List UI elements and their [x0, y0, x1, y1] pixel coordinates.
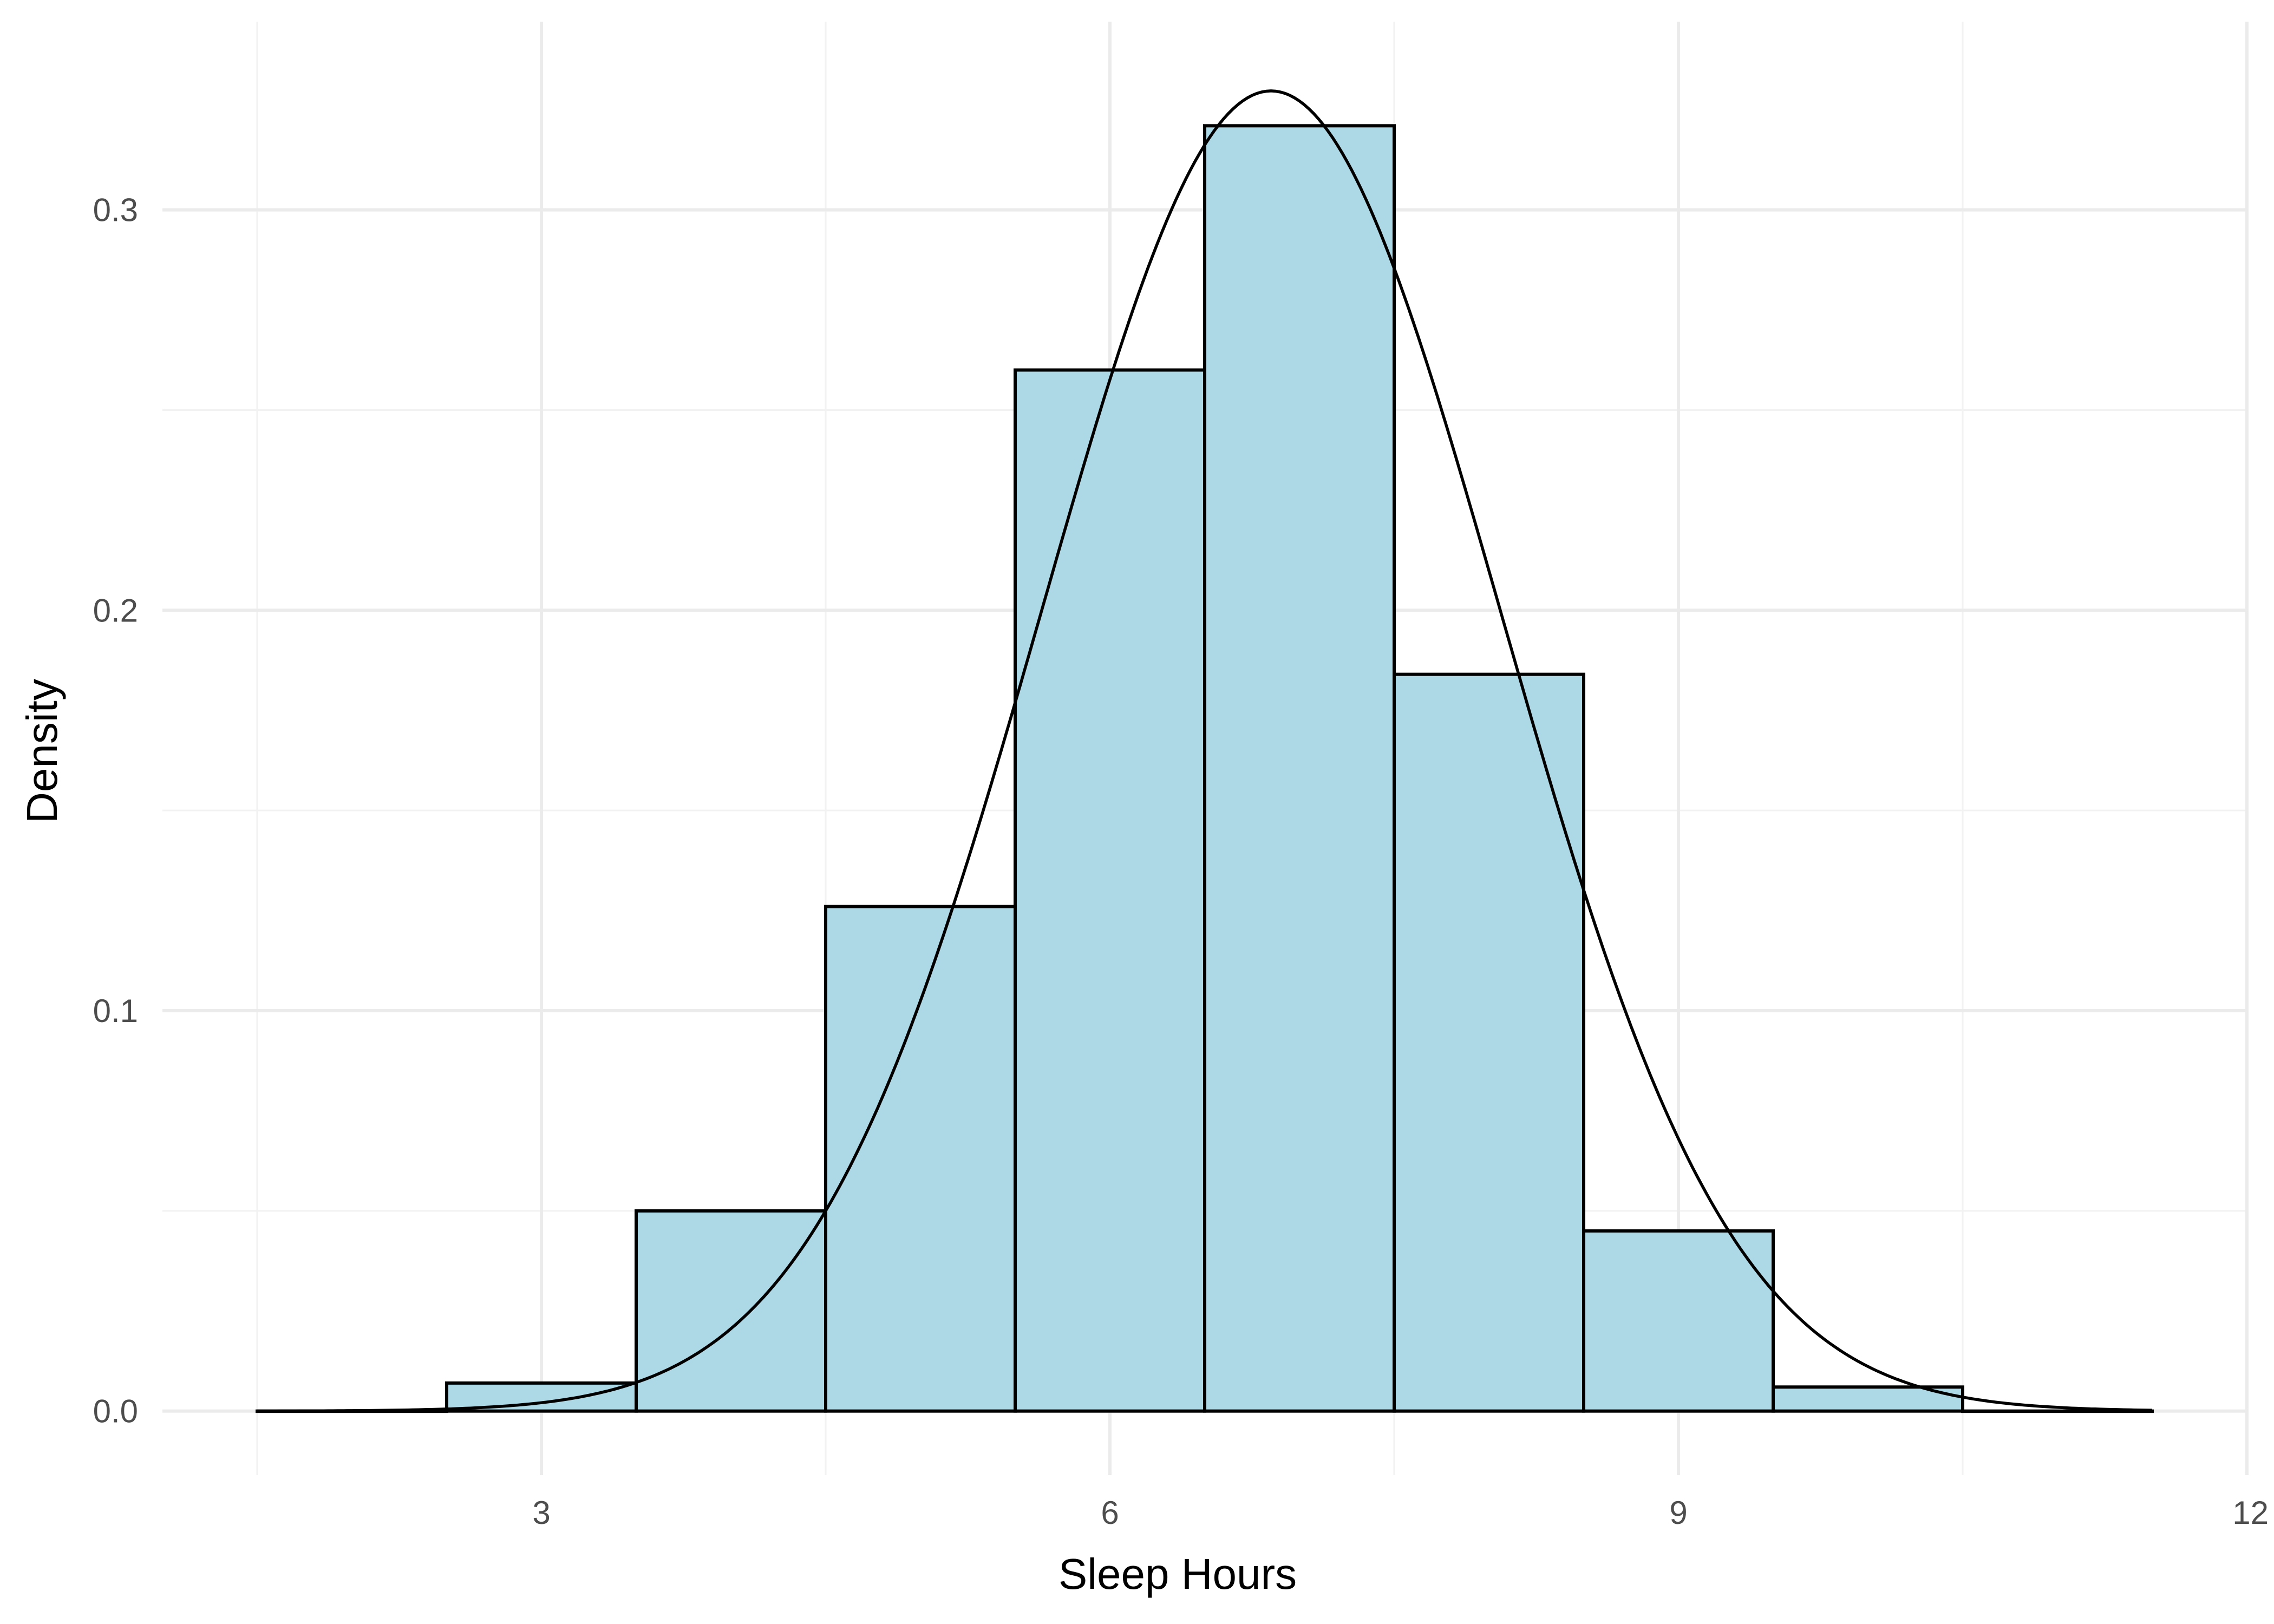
- y-axis-ticks: 0.0 0.1 0.2 0.3: [93, 192, 138, 1430]
- histogram-bar-7: [1393, 672, 1585, 1413]
- x-tick-label: 9: [1669, 1495, 1687, 1531]
- histogram-bar-3: [635, 1209, 827, 1413]
- density-curve-layer: [257, 89, 2153, 1413]
- x-tick-label: 3: [532, 1495, 550, 1531]
- y-tick-label: 0.1: [93, 993, 138, 1029]
- histogram-bar-5: [1014, 368, 1206, 1413]
- histogram-bar-8: [1582, 1229, 1775, 1413]
- histogram-bars: [256, 124, 2154, 1413]
- x-axis-title: Sleep Hours: [1058, 1550, 1297, 1598]
- histogram-bar-10: [1961, 1409, 2154, 1413]
- y-tick-label: 0.0: [93, 1393, 138, 1430]
- y-axis-title: Density: [18, 679, 66, 823]
- histogram-bar-6: [1203, 124, 1396, 1413]
- x-axis-ticks: 3 6 9 12: [532, 1495, 2269, 1531]
- density-curve: [257, 89, 2153, 1413]
- x-tick-label: 12: [2232, 1495, 2269, 1531]
- y-tick-label: 0.2: [93, 592, 138, 628]
- x-tick-label: 6: [1101, 1495, 1119, 1531]
- y-tick-label: 0.3: [93, 192, 138, 228]
